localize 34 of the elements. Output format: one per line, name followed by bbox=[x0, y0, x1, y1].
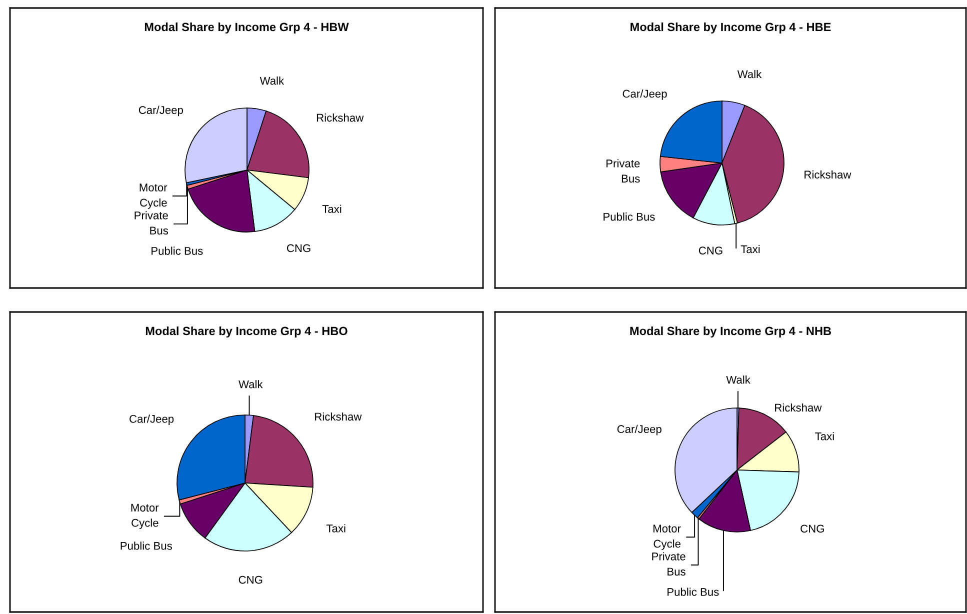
chart-title: Modal Share by Income Grp 4 - NHB bbox=[630, 326, 831, 338]
slice-label: Walk bbox=[726, 376, 750, 384]
slice-label: Public Bus bbox=[152, 246, 203, 255]
slice-label: Car/Jeep bbox=[617, 424, 662, 436]
slice-label: Public Bus bbox=[668, 588, 719, 596]
slice-label: CNG bbox=[698, 246, 722, 254]
slice-label: Public Bus bbox=[120, 542, 172, 550]
slice-label: Motor Cycle bbox=[140, 184, 168, 209]
slice-label: Walk bbox=[238, 380, 263, 388]
slice-label: Rickshaw bbox=[317, 114, 364, 122]
chart-title: Modal Share by Income Grp 4 - HBW bbox=[144, 22, 349, 34]
slice-label: Public Bus bbox=[604, 212, 655, 221]
slice-label: CNG bbox=[286, 244, 310, 252]
slice-label: Motor Cycle bbox=[131, 504, 159, 529]
chart-title: Modal Share by Income Grp 4 - HBE bbox=[630, 22, 831, 34]
slice-label: Private Bus bbox=[134, 211, 168, 235]
slice-label: Rickshaw bbox=[804, 170, 852, 179]
slice-label: Car/Jeep bbox=[622, 90, 667, 100]
slice-label: Taxi bbox=[740, 244, 760, 254]
slice-label: CNG bbox=[800, 524, 824, 533]
slice-label: Taxi bbox=[326, 524, 346, 532]
slice-label: Rickshaw bbox=[775, 403, 822, 412]
slice-label: Car/Jeep bbox=[130, 414, 174, 426]
slice-label: CNG bbox=[238, 576, 262, 584]
slice-label: Walk bbox=[260, 76, 284, 85]
slice-label: Private Bus bbox=[652, 552, 686, 576]
slice-label: Taxi bbox=[815, 432, 834, 440]
slice-label: Walk bbox=[737, 70, 762, 78]
slice-label: Car/Jeep bbox=[138, 106, 183, 116]
slice-label: Taxi bbox=[322, 204, 342, 213]
slice-label: Motor Cycle bbox=[653, 524, 681, 550]
slice-label: Rickshaw bbox=[315, 412, 362, 421]
slice-label: Private Bus bbox=[606, 159, 640, 183]
chart-title: Modal Share by Income Grp 4 - HBO bbox=[146, 326, 348, 338]
